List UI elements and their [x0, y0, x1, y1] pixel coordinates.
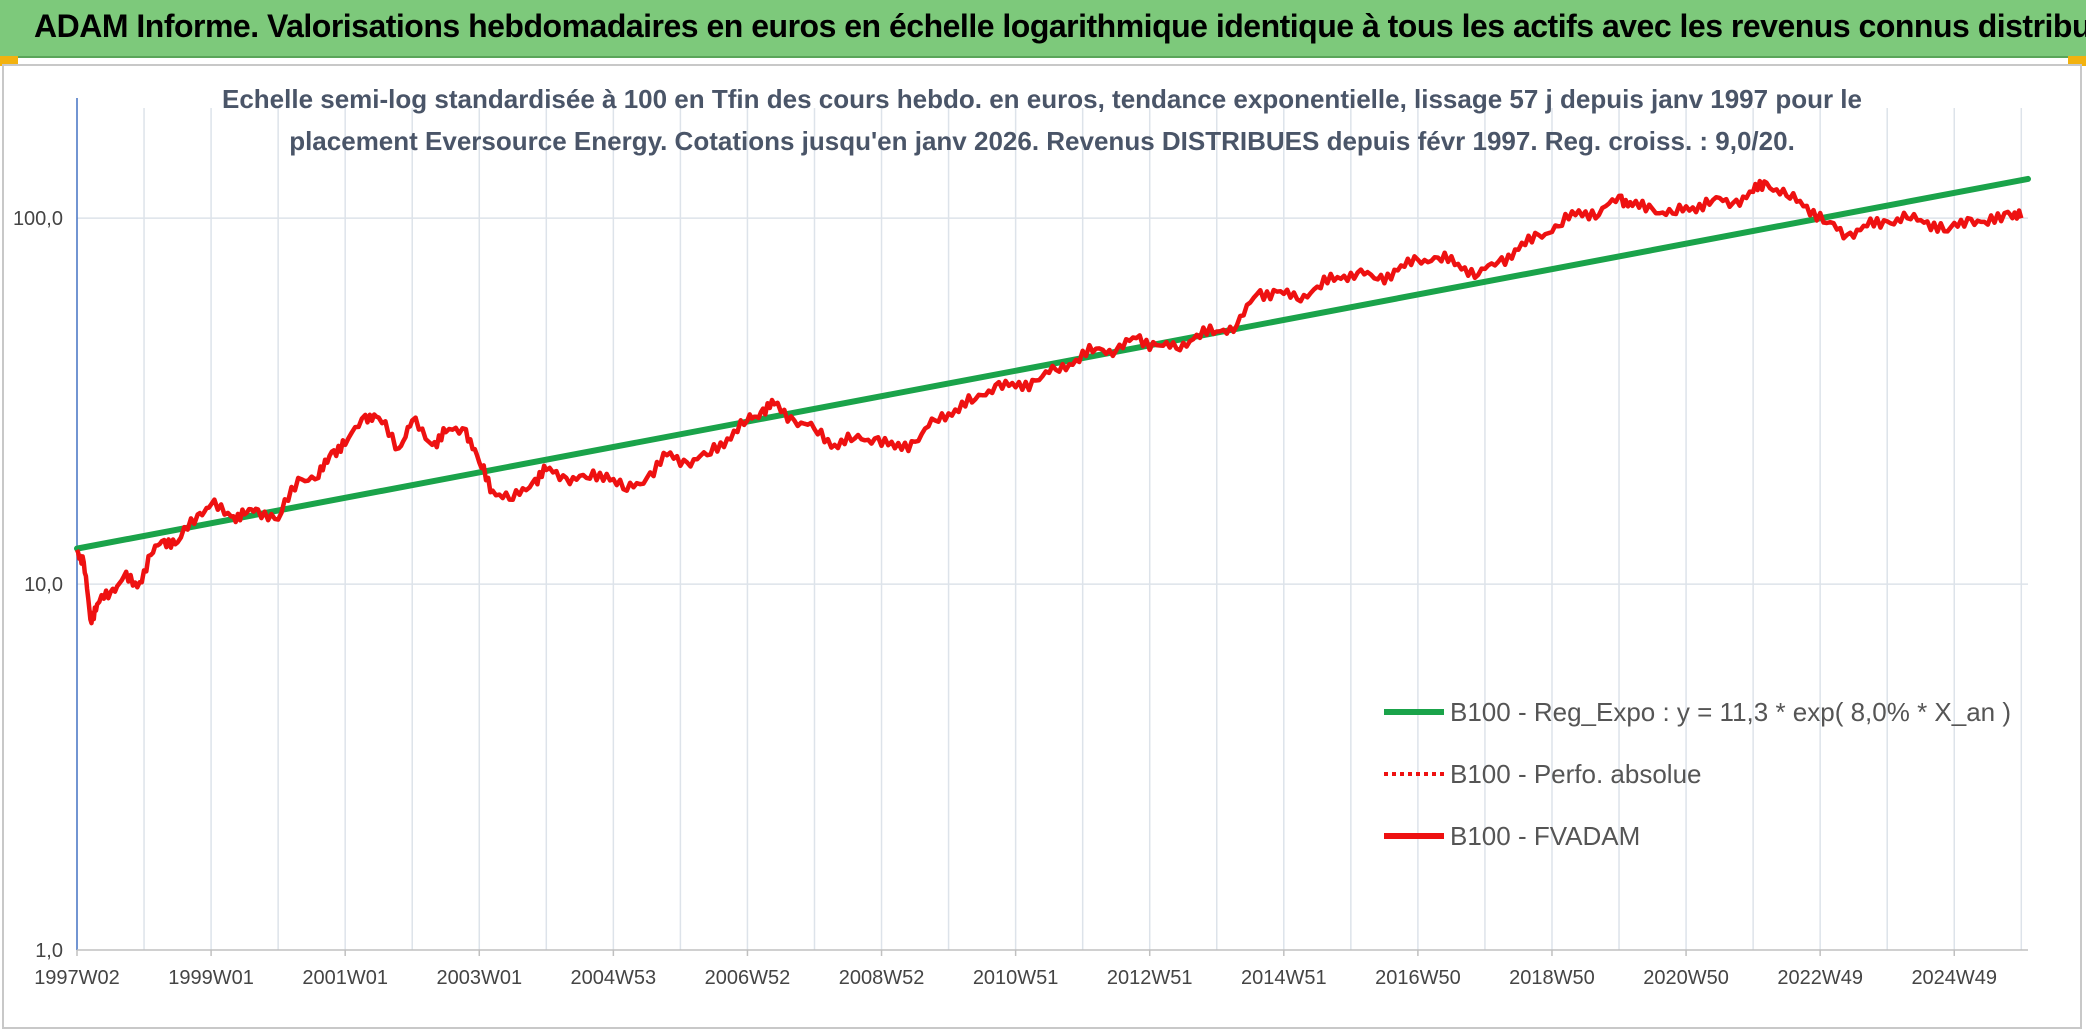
series — [74, 175, 2031, 626]
y-tick-label: 10,0 — [24, 574, 63, 596]
x-tick-label: 2004W53 — [571, 967, 657, 989]
grid — [77, 108, 2028, 950]
legend: B100 - Reg_Expo : y = 11,3 * exp( 8,0% *… — [1384, 697, 2011, 851]
header-band: ADAM Informe. Valorisations hebdomadaire… — [0, 0, 2086, 58]
x-tick-label: 1997W02 — [34, 967, 120, 989]
chart-subtitle-line-1: Echelle semi-log standardisée à 100 en T… — [222, 84, 1862, 114]
legend-label: B100 - FVADAM — [1450, 821, 1640, 851]
axes: 1,0 10,0 100,0 1997W02 1999W01 2001W01 2003W01… — [13, 98, 2028, 989]
x-tick-label: 2010W51 — [973, 967, 1059, 989]
corner-accent-right — [2068, 56, 2086, 66]
x-tick-label: 2001W01 — [302, 967, 388, 989]
chart: Echelle semi-log standardisée à 100 en T… — [13, 84, 2031, 989]
x-tick-label: 2006W52 — [705, 967, 791, 989]
page-title: ADAM Informe. Valorisations hebdomadaire… — [34, 8, 2086, 44]
x-tick-label: 2022W49 — [1777, 967, 1863, 989]
x-tick-label: 2008W52 — [839, 967, 925, 989]
chart-frame: Echelle semi-log standardisée à 100 en T… — [2, 64, 2082, 1029]
x-tick-label: 2012W51 — [1107, 967, 1193, 989]
legend-label: B100 - Reg_Expo : y = 11,3 * exp( 8,0% *… — [1450, 697, 2011, 727]
y-tick-label: 1,0 — [35, 940, 63, 962]
x-tick-label: 2018W50 — [1509, 967, 1595, 989]
x-tick-label: 2014W51 — [1241, 967, 1327, 989]
chart-subtitle-line-2: placement Eversource Energy. Cotations j… — [289, 126, 1795, 156]
x-tick-label: 2003W01 — [436, 967, 522, 989]
y-tick-label: 100,0 — [13, 208, 63, 230]
series-fvadam-line — [74, 178, 2024, 626]
corner-accent-left — [0, 56, 18, 66]
x-tick-label: 1999W01 — [168, 967, 254, 989]
legend-label: B100 - Perfo. absolue — [1450, 759, 1702, 789]
x-tick-label: 2020W50 — [1643, 967, 1729, 989]
x-tick-label: 2024W49 — [1911, 967, 1997, 989]
x-tick-label: 2016W50 — [1375, 967, 1461, 989]
